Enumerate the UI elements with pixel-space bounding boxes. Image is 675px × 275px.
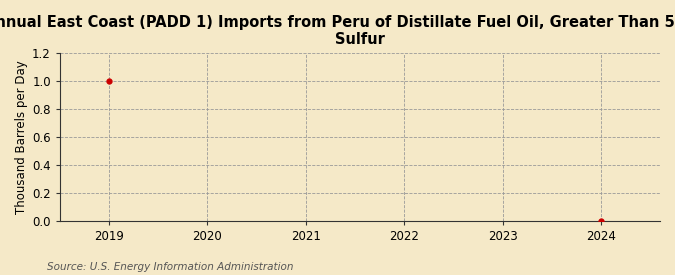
Title: Annual East Coast (PADD 1) Imports from Peru of Distillate Fuel Oil, Greater Tha: Annual East Coast (PADD 1) Imports from …: [0, 15, 675, 47]
Text: Source: U.S. Energy Information Administration: Source: U.S. Energy Information Administ…: [47, 262, 294, 272]
Y-axis label: Thousand Barrels per Day: Thousand Barrels per Day: [15, 60, 28, 214]
